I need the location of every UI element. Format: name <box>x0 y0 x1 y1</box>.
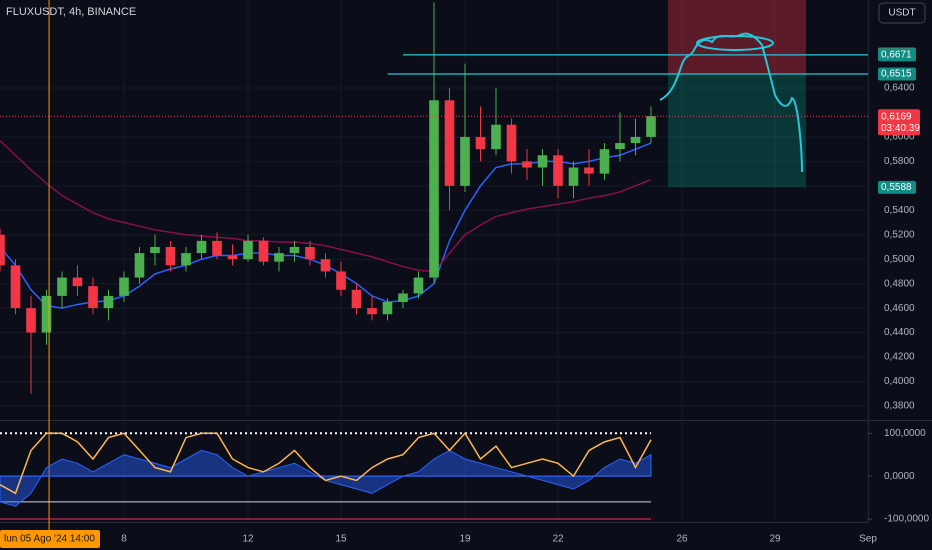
candle-body <box>429 100 439 278</box>
price-badge-label: 0,5588 <box>881 182 912 193</box>
candle-body <box>413 277 424 294</box>
candle-body <box>181 253 191 266</box>
y-tick-label: -100,0000 <box>884 514 929 525</box>
candle-body <box>491 124 501 150</box>
x-tick-label: 15 <box>335 534 347 545</box>
drawing-ellipse <box>696 35 774 51</box>
price-badge-label: 0,6671 <box>881 50 912 61</box>
candle-body <box>305 246 315 260</box>
candle-body <box>646 116 656 137</box>
candle-body <box>103 295 114 309</box>
y-tick-label: 0,4600 <box>884 303 915 314</box>
countdown: 03:40:39 <box>881 123 920 134</box>
candle-body <box>134 253 145 278</box>
oscillator-line <box>0 432 652 495</box>
candle-body <box>0 234 5 266</box>
y-tick-label: 0,6400 <box>884 83 915 94</box>
candle-body <box>57 277 67 296</box>
candle-body <box>444 100 455 186</box>
candle-body <box>320 259 331 272</box>
currency-label[interactable]: USDT <box>888 8 915 19</box>
candle-body <box>382 302 393 315</box>
candle-body <box>258 240 269 262</box>
candle-body <box>584 167 594 174</box>
price-badge <box>878 180 916 194</box>
y-tick-label: 0,4800 <box>884 278 915 289</box>
y-tick-label: 0,4000 <box>884 376 915 387</box>
target-zone <box>668 73 806 188</box>
crosshair-badge <box>0 530 100 548</box>
candle-body <box>72 277 83 287</box>
candle-body <box>274 253 284 262</box>
candle-body <box>336 271 346 290</box>
candle-body <box>568 167 579 186</box>
candle-body <box>196 240 207 254</box>
y-tick-label: 0,5000 <box>884 254 915 265</box>
y-tick-label: 0,5200 <box>884 229 915 240</box>
candle-body <box>88 286 98 309</box>
x-tick-label: 8 <box>121 534 127 545</box>
currency-button[interactable] <box>878 2 926 24</box>
candle-body <box>460 136 470 186</box>
current-price-label: 0,6169 <box>881 111 912 122</box>
y-tick-label: 0,4200 <box>884 352 915 363</box>
candle-body <box>351 289 362 309</box>
candle-body <box>289 246 300 254</box>
price-badge <box>878 67 916 81</box>
y-tick-label: 0,0000 <box>884 471 915 482</box>
candle-body <box>537 155 548 168</box>
candle-body <box>630 136 641 144</box>
price-badge <box>878 48 916 62</box>
candle-body <box>26 308 36 333</box>
candle-body <box>475 136 486 150</box>
candle-body <box>367 308 377 315</box>
candle-body <box>150 246 160 254</box>
x-tick-label: 19 <box>459 534 471 545</box>
candle-body <box>553 155 563 186</box>
candle-body <box>212 240 222 256</box>
x-tick-label: 22 <box>552 534 564 545</box>
x-tick-label: 29 <box>769 534 781 545</box>
candle-body <box>165 246 176 266</box>
y-tick-label: 0,4400 <box>884 327 915 338</box>
crosshair-label: lun 05 Ago '24 14:00 <box>4 534 95 545</box>
moving-average <box>0 140 652 273</box>
oscillator-area <box>0 449 652 507</box>
y-tick-label: 0,5400 <box>884 205 915 216</box>
candle-body <box>119 277 129 296</box>
candle-body <box>398 293 408 303</box>
candle-body <box>10 265 21 309</box>
candle-body <box>506 124 517 162</box>
y-tick-label: 100,0000 <box>884 428 926 439</box>
candle-body <box>615 143 625 150</box>
candle-body <box>243 240 253 260</box>
drawing-line <box>659 32 803 173</box>
x-tick-label: Sep <box>859 534 877 545</box>
candle-body <box>522 161 532 168</box>
candle-body <box>227 255 238 260</box>
candle-body <box>599 149 610 174</box>
y-tick-label: 0,3800 <box>884 401 915 412</box>
symbol-title: FLUXUSDT, 4h, BINANCE <box>6 6 136 18</box>
x-tick-label: 12 <box>242 534 254 545</box>
price-badge-label: 0,6515 <box>881 69 912 80</box>
current-price-badge <box>878 109 920 136</box>
y-tick-label: 0,6000 <box>884 132 915 143</box>
candle-body <box>41 295 52 333</box>
x-tick-label: 26 <box>676 534 688 545</box>
y-tick-label: 0,5800 <box>884 156 915 167</box>
